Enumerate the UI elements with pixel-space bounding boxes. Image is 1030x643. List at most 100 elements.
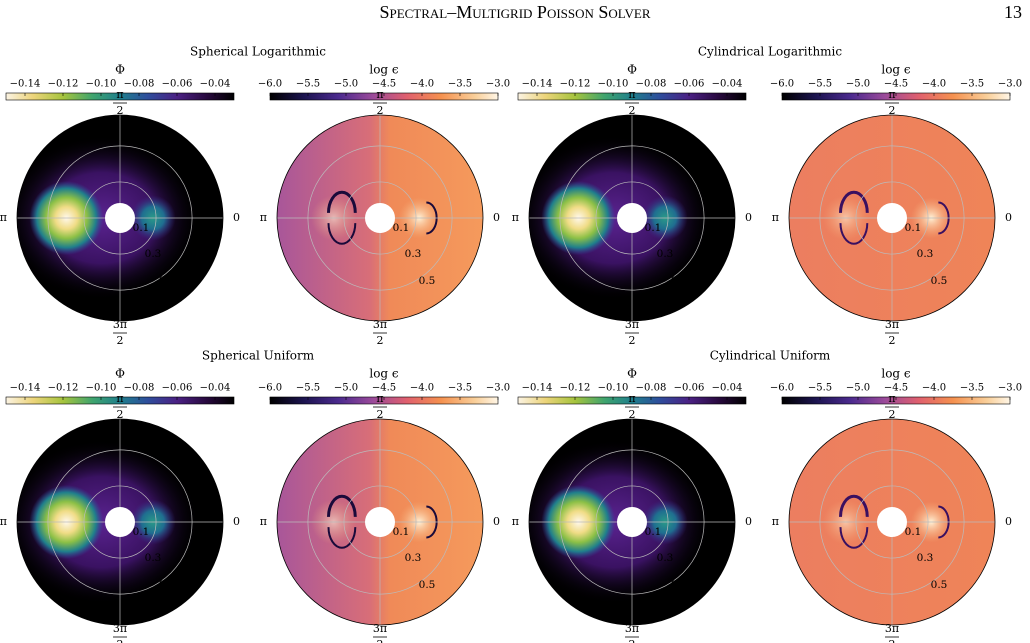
colorbar-tick-label: −6.0 — [770, 383, 794, 394]
inner-hole — [105, 507, 135, 537]
polar-frame — [788, 418, 996, 626]
angle-label-top-num: π — [628, 392, 635, 405]
error-contour — [839, 190, 869, 213]
angle-label-bottom-num: 3π — [885, 622, 899, 635]
colorbar-tick-label: −5.0 — [846, 79, 870, 90]
radial-label: 0.1 — [645, 222, 662, 234]
angle-label-left: π — [0, 515, 7, 528]
angle-label-top-den: 2 — [629, 408, 636, 421]
angle-label-right: 0 — [493, 515, 500, 528]
radial-label: 0.1 — [905, 526, 922, 538]
radial-label: 0.1 — [393, 526, 410, 538]
angle-label-right: 0 — [745, 515, 752, 528]
angle-label-bottom-num: 3π — [113, 318, 127, 331]
angle-label-bottom-den: 2 — [377, 334, 384, 347]
colorbar — [5, 92, 235, 101]
angle-label-bottom-den: 2 — [889, 334, 896, 347]
colorbar-tick-label: −0.06 — [674, 383, 705, 394]
colorbar-tick-label: −0.10 — [86, 79, 117, 90]
angle-label-bottom-num: 3π — [113, 622, 127, 635]
radial-label: 0.3 — [917, 552, 934, 564]
polar-plot — [529, 115, 735, 321]
colorbar-tick-label: −5.0 — [334, 383, 358, 394]
inner-hole — [617, 203, 647, 233]
inner-hole — [365, 507, 395, 537]
angle-label-right: 0 — [233, 515, 240, 528]
panel-title: Spherical Logarithmic — [190, 45, 326, 59]
colorbar-tick-label: −0.08 — [124, 79, 155, 90]
error-contour — [839, 494, 869, 517]
colorbar-tick-label: −0.10 — [598, 383, 629, 394]
error-contour — [327, 494, 357, 517]
angle-label-left: π — [260, 515, 267, 528]
colorbar-tick-label: −0.08 — [636, 383, 667, 394]
colorbar-tick-label: −4.0 — [922, 79, 946, 90]
colorbar-tick-label: −0.12 — [48, 383, 79, 394]
angle-label-top-num: π — [376, 392, 383, 405]
angle-label-bottom-den: 2 — [629, 334, 636, 347]
colorbar-tick-label: −4.0 — [410, 383, 434, 394]
colorbar-tick-label: −0.14 — [522, 79, 553, 90]
angle-label-top-den: 2 — [629, 104, 636, 117]
polar-frame — [16, 114, 224, 322]
page-number: 13 — [1004, 2, 1022, 22]
radial-label: 0.1 — [393, 222, 410, 234]
colorbar-tick-label: −3.5 — [960, 383, 984, 394]
colorbar — [5, 396, 235, 405]
radial-label: 0.3 — [657, 552, 674, 564]
angle-label-bottom-den: 2 — [377, 638, 384, 643]
panel-title: Cylindrical Logarithmic — [698, 45, 843, 59]
colorbar-tick-label: −3.0 — [486, 383, 510, 394]
angle-label-top-num: π — [116, 392, 123, 405]
colorbar-tick-label: −0.10 — [598, 79, 629, 90]
radial-label: 0.1 — [905, 222, 922, 234]
error-contour — [839, 527, 869, 549]
radial-label: 0.5 — [931, 275, 948, 287]
colorbar-tick-label: −6.0 — [770, 79, 794, 90]
angle-label-bottom-den: 2 — [117, 638, 124, 643]
colorbar-tick-label: −5.5 — [808, 383, 832, 394]
colorbar-label: log ϵ — [369, 63, 399, 77]
colorbar-tick-label: −5.5 — [808, 79, 832, 90]
radial-label: 0.5 — [419, 579, 436, 591]
colorbar-tick-label: −0.06 — [162, 383, 193, 394]
colorbar-label: Φ — [115, 367, 125, 381]
colorbar — [517, 396, 747, 405]
colorbar-tick-label: −0.06 — [674, 79, 705, 90]
colorbar-tick-label: −0.04 — [712, 79, 743, 90]
radial-label: 0.3 — [657, 248, 674, 260]
radial-label: 0.5 — [671, 579, 688, 591]
angle-label-bottom-den: 2 — [629, 638, 636, 643]
angle-label-top-num: π — [888, 392, 895, 405]
angle-label-bottom-num: 3π — [625, 622, 639, 635]
angle-label-bottom-den: 2 — [889, 638, 896, 643]
colorbar-tick-label: −4.0 — [410, 79, 434, 90]
colorbar-label: Φ — [115, 63, 125, 77]
angle-label-top-den: 2 — [889, 104, 896, 117]
polar-frame — [528, 114, 736, 322]
polar-frame — [788, 114, 996, 322]
radial-label: 0.5 — [419, 275, 436, 287]
polar-frame — [276, 418, 484, 626]
polar-plot — [529, 419, 735, 625]
colorbar-label: log ϵ — [369, 367, 399, 381]
colorbar-tick-label: −4.5 — [884, 79, 908, 90]
angle-label-top-den: 2 — [889, 408, 896, 421]
inner-hole — [877, 507, 907, 537]
colorbar-tick-label: −0.06 — [162, 79, 193, 90]
colorbar-tick-label: −5.0 — [334, 79, 358, 90]
angle-label-top-num: π — [376, 88, 383, 101]
colorbar-label: log ϵ — [881, 367, 911, 381]
angle-label-bottom-den: 2 — [117, 334, 124, 347]
polar-frame — [276, 114, 484, 322]
angle-label-right: 0 — [493, 211, 500, 224]
angle-label-top-den: 2 — [117, 408, 124, 421]
angle-label-left: π — [772, 515, 779, 528]
angle-label-top-den: 2 — [117, 104, 124, 117]
radial-label: 0.1 — [133, 526, 150, 538]
colorbar-tick-label: −0.08 — [124, 383, 155, 394]
angle-label-left: π — [512, 211, 519, 224]
colorbar-label: Φ — [627, 63, 637, 77]
panel-title: Cylindrical Uniform — [710, 349, 831, 363]
